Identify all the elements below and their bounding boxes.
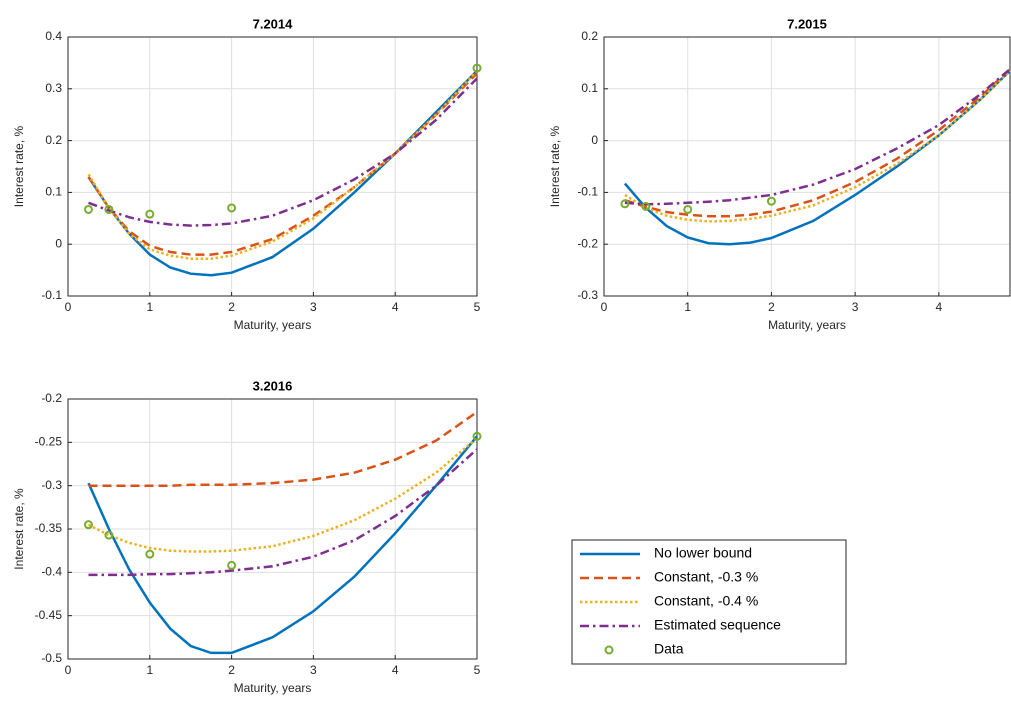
y-tick-label: 0.1 xyxy=(581,81,598,95)
x-axis-label: Maturity, years xyxy=(234,681,312,695)
series-line xyxy=(88,77,478,227)
y-tick-label: -0.3 xyxy=(41,478,62,492)
x-tick-label: 2 xyxy=(768,300,775,314)
legend-label: Constant, -0.4 % xyxy=(654,593,758,609)
axes-frame xyxy=(67,36,478,297)
series-line xyxy=(88,410,478,487)
x-tick-label: 4 xyxy=(392,663,399,677)
data-point xyxy=(83,204,93,214)
x-tick-label: 2 xyxy=(228,300,235,314)
y-tick-label: 0.4 xyxy=(45,29,62,43)
data-point xyxy=(104,204,114,214)
x-tick-label: 0 xyxy=(65,300,72,314)
series-line xyxy=(624,69,1011,223)
x-tick-label: 5 xyxy=(474,663,481,677)
y-tick-label: 0.2 xyxy=(581,29,598,43)
legend-label: Estimated sequence xyxy=(654,617,781,633)
x-tick-label: 5 xyxy=(474,300,481,314)
legend-label: No lower bound xyxy=(654,545,752,561)
data-point xyxy=(104,530,114,540)
chart-title: 3.2016 xyxy=(253,378,293,393)
x-tick-label: 1 xyxy=(146,300,153,314)
x-tick-label: 1 xyxy=(146,663,153,677)
x-tick-label: 0 xyxy=(65,663,72,677)
axes-frame xyxy=(603,36,1011,297)
x-tick-label: 3 xyxy=(310,663,317,677)
y-tick-label: -0.3 xyxy=(577,288,598,302)
x-tick-label: 4 xyxy=(936,300,943,314)
y-tick-label: -0.5 xyxy=(41,651,62,665)
series-line xyxy=(624,68,1011,206)
data-point xyxy=(472,63,482,73)
y-tick-label: 0.3 xyxy=(45,81,62,95)
plot-area xyxy=(604,37,1010,296)
data-point xyxy=(227,560,237,570)
legend-label: Data xyxy=(654,641,684,657)
y-tick-label: -0.45 xyxy=(35,608,63,622)
x-tick-label: 2 xyxy=(228,663,235,677)
series-line xyxy=(624,68,1011,218)
y-axis-label: Interest rate, % xyxy=(12,488,26,570)
series-line xyxy=(88,448,478,577)
x-axis-label: Maturity, years xyxy=(234,318,312,332)
chart-title: 7.2014 xyxy=(253,16,294,31)
x-tick-label: 4 xyxy=(392,300,399,314)
y-tick-label: -0.25 xyxy=(35,435,63,449)
data-point xyxy=(83,520,93,530)
data-point xyxy=(145,209,155,219)
x-tick-label: 0 xyxy=(601,300,608,314)
x-axis-label: Maturity, years xyxy=(768,318,846,332)
plot-area xyxy=(68,37,477,296)
y-tick-label: 0 xyxy=(55,236,62,250)
legend-marker xyxy=(604,645,614,655)
legend-label: Constant, -0.3 % xyxy=(654,569,758,585)
data-point xyxy=(145,549,155,559)
y-tick-label: -0.1 xyxy=(577,185,598,199)
data-point xyxy=(620,199,630,209)
y-tick-label: -0.4 xyxy=(41,565,62,579)
legend-box xyxy=(571,539,847,665)
x-tick-label: 3 xyxy=(852,300,859,314)
data-point xyxy=(683,204,693,214)
chart-title: 7.2015 xyxy=(787,16,827,31)
x-tick-label: 3 xyxy=(310,300,317,314)
y-axis-label: Interest rate, % xyxy=(548,125,562,207)
y-tick-label: -0.35 xyxy=(35,521,63,535)
series-line xyxy=(87,72,478,256)
y-tick-label: -0.2 xyxy=(41,391,62,405)
data-point xyxy=(641,201,651,211)
y-axis-label: Interest rate, % xyxy=(12,125,26,207)
axes-frame xyxy=(67,398,478,660)
y-tick-label: -0.1 xyxy=(41,288,62,302)
data-point xyxy=(472,431,482,441)
x-tick-label: 1 xyxy=(684,300,691,314)
y-tick-label: -0.2 xyxy=(577,236,598,250)
y-tick-label: 0 xyxy=(591,133,598,147)
data-point xyxy=(766,196,776,206)
data-point xyxy=(227,203,237,213)
y-tick-label: 0.1 xyxy=(45,185,62,199)
y-tick-label: 0.2 xyxy=(45,133,62,147)
